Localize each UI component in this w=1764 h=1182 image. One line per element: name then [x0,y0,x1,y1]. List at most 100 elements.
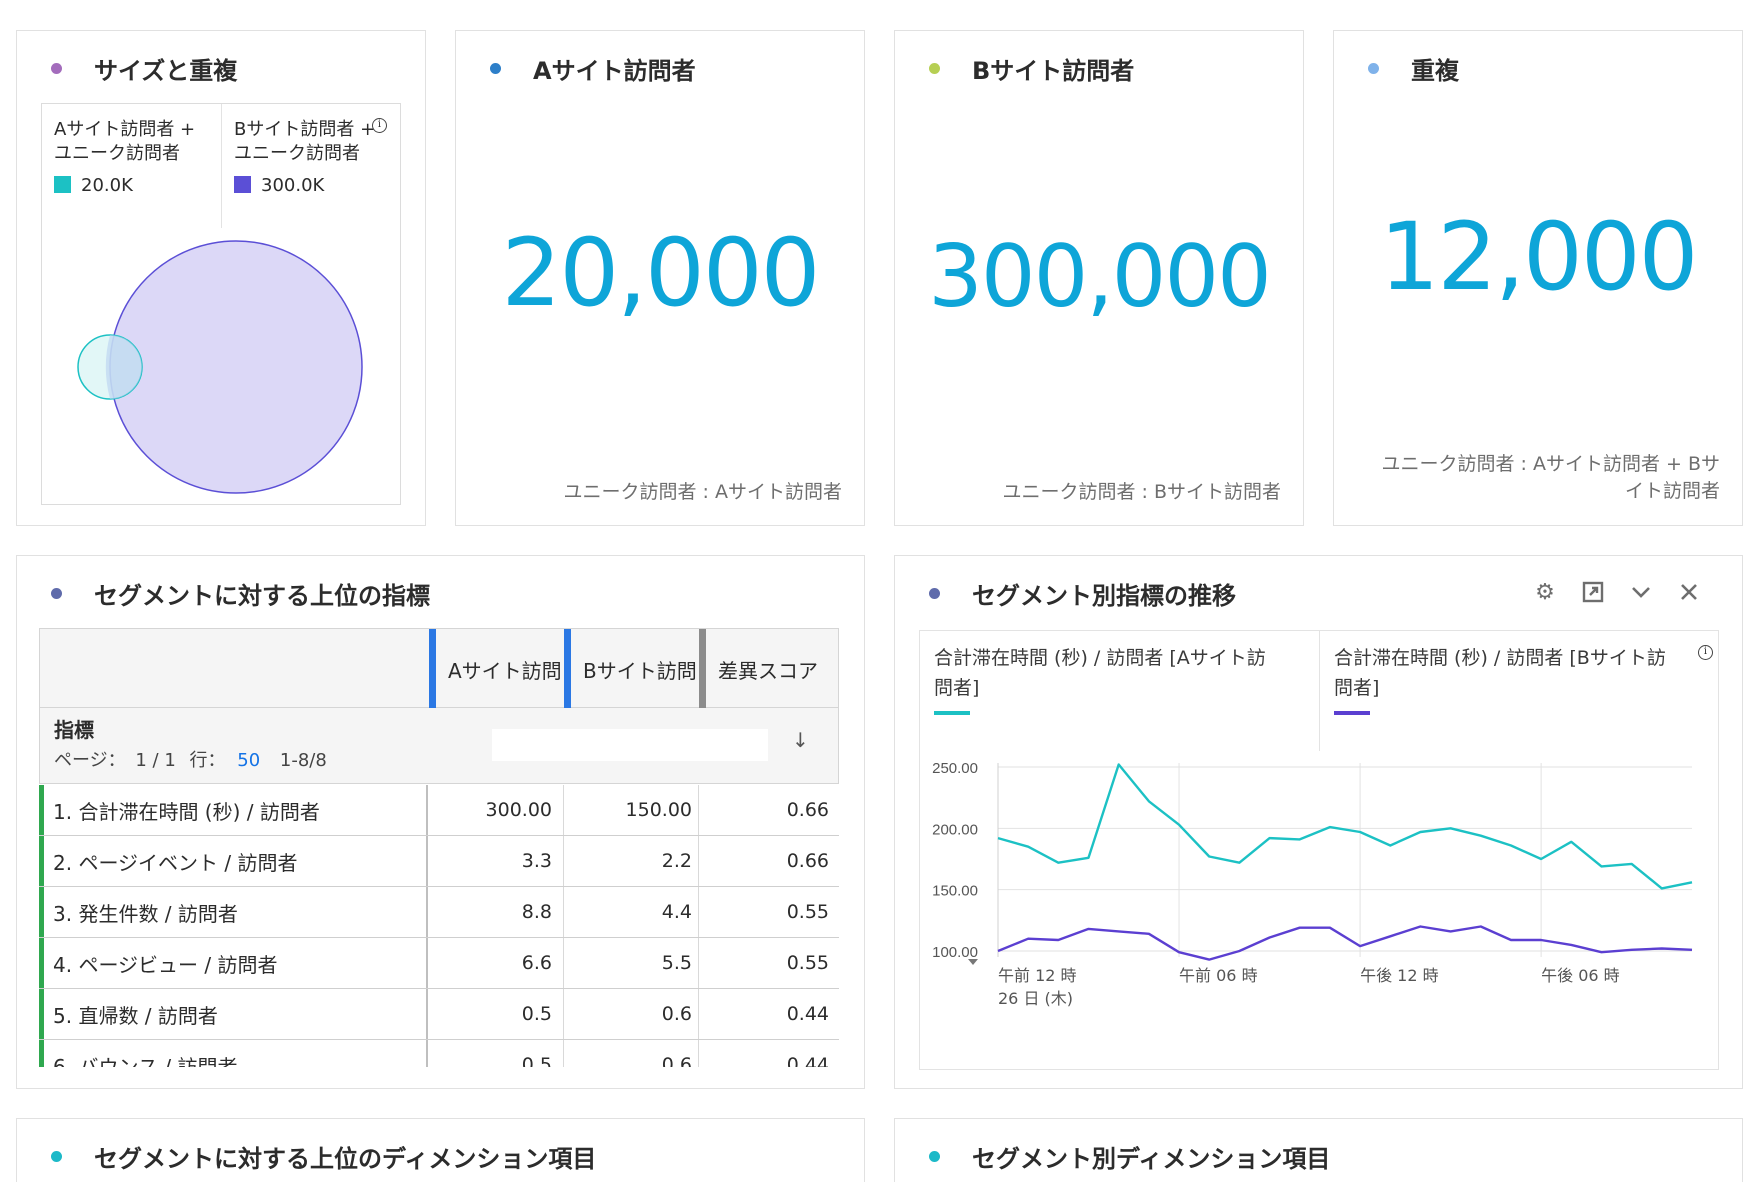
row-label: 1. 合計滞在時間 (秒) / 訪問者 [53,799,320,824]
col-divider [698,785,699,835]
y-tick-label: 100.00 [932,944,978,961]
row-value-a: 8.8 [521,901,552,923]
dimension-label: 指標 [54,718,94,742]
kpi-a-footer: ユニーク訪問者 : Aサイト訪問者 [563,481,842,503]
axis-caret-icon [968,959,978,965]
table-subheader: 指標 ページ： 1 / 1 行： 50 1-8/8 ↓ [39,708,839,784]
info-icon[interactable]: i [372,118,387,133]
kpi-b-title: Bサイト訪問者 [972,57,1135,85]
venn-box: Aサイト訪問者 + ユニーク訪問者 20.0K Bサイト訪問者 + ユニーク訪問… [41,103,401,505]
column-resize-handle-a[interactable] [429,629,436,709]
col-divider [426,1040,428,1067]
row-label: 6. バウンス / 訪問者 [53,1054,238,1068]
row-value-b: 150.00 [625,799,692,821]
row-value-b: 0.6 [661,1054,692,1067]
row-value-score: 0.55 [786,901,829,923]
table-row[interactable]: 5. 直帰数 / 訪問者 0.5 0.6 0.44 [39,989,839,1040]
x-tick-label-secondary: 26 日 (木) [998,989,1073,1008]
series-line-a [997,763,1693,890]
row-value-a: 300.00 [485,799,552,821]
legend-swatch-b [234,176,251,193]
kpi-a-title: Aサイト訪問者 [533,57,696,85]
row-accent [39,989,44,1039]
x-tick-label: 午前 12 時 [998,966,1077,985]
column-resize-handle-score[interactable] [699,629,706,709]
col-divider [698,1040,699,1067]
row-label: 3. 発生件数 / 訪問者 [53,901,238,926]
col-divider [426,989,428,1039]
info-icon[interactable]: i [1698,645,1713,660]
expand-icon[interactable] [1579,578,1607,606]
metrics-table-title: セグメントに対する上位の指標 [94,582,430,610]
dimension-a-title: セグメントに対する上位のディメンション項目 [94,1145,597,1173]
table-row[interactable]: 3. 発生件数 / 訪問者 8.8 4.4 0.55 [39,887,839,938]
panel-title: セグメントに対する上位のディメンション項目 [51,1139,596,1174]
row-label: 5. 直帰数 / 訪問者 [53,1003,218,1028]
venn-circle-b [109,240,363,494]
table-row[interactable]: 1. 合計滞在時間 (秒) / 訪問者 300.00 150.00 0.66 [39,785,839,836]
legend-b-line2: 問者] [1334,677,1380,699]
series-line-b [997,925,1693,961]
col-divider [563,836,564,886]
kpi-b-footer: ユニーク訪問者 : Bサイト訪問者 [1002,481,1281,503]
table-row[interactable]: 4. ページビュー / 訪問者 6.6 5.5 0.55 [39,938,839,989]
filter-input[interactable] [492,729,768,761]
kpi-b-panel: Bサイト訪問者 300,000 ユニーク訪問者 : Bサイト訪問者 [894,30,1304,526]
row-value-score: 0.66 [786,850,829,872]
col-divider [698,938,699,988]
venn-overlap [105,335,142,399]
kpi-overlap-panel: 重複 12,000 ユニーク訪問者 : Aサイト訪問者 + Bサ イト訪問者 [1333,30,1743,526]
row-value-score: 0.44 [786,1054,829,1067]
row-value-a: 0.5 [521,1003,552,1025]
row-value-a: 0.5 [521,1054,552,1067]
dimension-panel-a: セグメントに対する上位のディメンション項目 [16,1118,865,1182]
table-header: Aサイト訪問 Bサイト訪問 差異スコア [39,628,839,709]
column-header-score[interactable]: 差異スコア [718,658,818,683]
row-value-a: 6.6 [521,952,552,974]
table-body: 1. 合計滞在時間 (秒) / 訪問者 300.00 150.00 0.66 2. ペー… [17,785,864,1067]
row-accent [39,1040,44,1067]
close-icon[interactable] [1675,578,1703,606]
chart-box: 合計滞在時間 (秒) / 訪問者 [Aサイト訪 問者] 合計滞在時間 (秒) /… [919,630,1719,1070]
venn-title: サイズと重複 [94,57,238,85]
row-value-score: 0.44 [786,1003,829,1025]
kpi-overlap-value: 12,000 [1379,203,1699,312]
kpi-a-value: 20,000 [501,219,821,328]
trend-title: セグメント別指標の推移 [972,582,1236,610]
legend-b-line1: 合計滞在時間 (秒) / 訪問者 [Bサイト訪 [1334,647,1666,669]
range-value: 1-8/8 [279,750,327,771]
row-accent [39,938,44,988]
column-header-a[interactable]: Aサイト訪問 [448,658,562,683]
kpi-a-panel: Aサイト訪問者 20,000 ユニーク訪問者 : Aサイト訪問者 [455,30,865,526]
table-row[interactable]: 6. バウンス / 訪問者 0.5 0.6 0.44 [39,1040,839,1067]
table-row[interactable]: 2. ページイベント / 訪問者 3.3 2.2 0.66 [39,836,839,887]
panel-dot-icon [929,588,940,599]
kpi-overlap-footer-line1: ユニーク訪問者 : Aサイト訪問者 + Bサ [1381,453,1720,475]
rows-value[interactable]: 50 [237,750,261,771]
pagination: ページ： 1 / 1 行： 50 1-8/8 [54,746,327,772]
x-tick-label: 午後 12 時 [1360,966,1439,985]
page-value[interactable]: 1 / 1 [135,750,176,771]
legend-item-b[interactable]: Bサイト訪問者 + ユニーク訪問者 300.0K [222,104,400,228]
col-divider [426,938,428,988]
col-divider [563,938,564,988]
chart-legend-b[interactable]: 合計滞在時間 (秒) / 訪問者 [Bサイト訪 問者] [1320,631,1718,751]
legend-label-a-line1: Aサイト訪問者 + [54,119,196,140]
col-divider [698,887,699,937]
col-divider [698,836,699,886]
panel-title: Bサイト訪問者 [929,51,1134,86]
column-resize-handle-b[interactable] [564,629,571,709]
chart-legend-a[interactable]: 合計滞在時間 (秒) / 訪問者 [Aサイト訪 問者] [920,631,1320,751]
gear-icon[interactable]: ⚙ [1535,579,1555,605]
row-value-b: 0.6 [661,1003,692,1025]
col-divider [426,887,428,937]
sort-arrow-icon[interactable]: ↓ [792,728,809,752]
column-header-b[interactable]: Bサイト訪問 [583,658,697,683]
legend-item-a[interactable]: Aサイト訪問者 + ユニーク訪問者 20.0K [42,104,222,228]
col-divider [426,785,428,835]
legend-a-swatch [934,711,970,715]
kpi-overlap-footer-line2: イト訪問者 [1624,480,1720,502]
row-value-score: 0.66 [786,799,829,821]
trend-chart: 250.00 200.00 150.00 100.00 午前 12 時 26 日 (木) 午… [932,760,1693,1008]
chevron-down-icon[interactable] [1627,578,1655,606]
